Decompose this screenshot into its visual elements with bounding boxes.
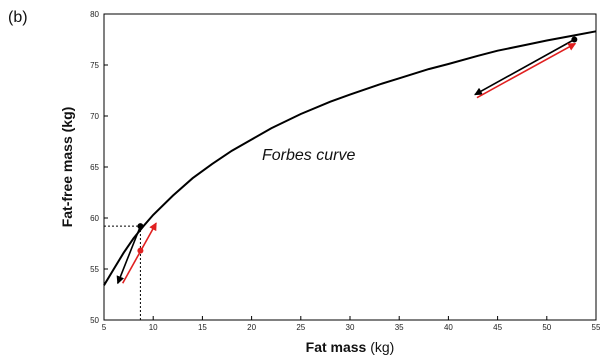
y-axis: 50 55 60 65 70 75 80 bbox=[90, 10, 108, 325]
y-tick-label: 60 bbox=[90, 214, 99, 223]
y-tick-label: 80 bbox=[90, 10, 99, 19]
x-tick-label: 50 bbox=[542, 323, 551, 332]
red-arrow bbox=[476, 42, 577, 99]
x-axis: 5 10 15 20 25 30 35 40 45 50 55 bbox=[102, 316, 600, 332]
x-tick-label: 10 bbox=[149, 323, 158, 332]
x-axis-title: Fat mass (kg) bbox=[306, 339, 395, 355]
x-axis-label: Fat mass bbox=[306, 339, 367, 355]
curve-annotation: Forbes curve bbox=[262, 147, 355, 164]
plot-frame bbox=[103, 13, 597, 321]
points bbox=[137, 36, 578, 254]
x-tick-label: 55 bbox=[592, 323, 600, 332]
x-tick-label: 45 bbox=[493, 323, 502, 332]
x-tick-label: 40 bbox=[444, 323, 453, 332]
black-arrow bbox=[116, 225, 142, 285]
y-tick-label: 75 bbox=[90, 61, 99, 70]
panel-label: (b) bbox=[8, 9, 28, 26]
x-tick-label: 30 bbox=[346, 323, 355, 332]
y-tick-label: 70 bbox=[90, 112, 99, 121]
data-point bbox=[571, 36, 578, 43]
y-tick-label: 50 bbox=[90, 316, 99, 325]
data-point bbox=[137, 223, 144, 230]
black-arrow bbox=[474, 38, 575, 96]
x-tick-label: 5 bbox=[102, 323, 107, 332]
y-axis-title: Fat-free mass (kg) bbox=[59, 107, 75, 228]
x-tick-label: 35 bbox=[395, 323, 404, 332]
x-tick-label: 25 bbox=[296, 323, 305, 332]
x-tick-label: 15 bbox=[198, 323, 207, 332]
x-axis-unit: (kg) bbox=[370, 339, 394, 355]
y-tick-label: 55 bbox=[90, 265, 99, 274]
y-tick-label: 65 bbox=[90, 163, 99, 172]
x-tick-label: 20 bbox=[247, 323, 256, 332]
data-point bbox=[137, 247, 144, 254]
